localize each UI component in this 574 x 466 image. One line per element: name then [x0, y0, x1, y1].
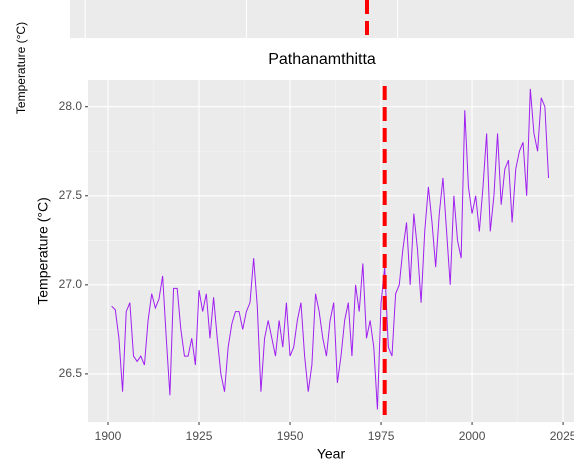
top-panel: [70, 0, 574, 38]
chart-title: Pathanamthitta: [268, 51, 376, 68]
x-axis-title: Year: [317, 446, 346, 462]
plot-panel: [88, 80, 574, 422]
x-tick-label: 1925: [186, 429, 213, 443]
top-y-label: Temperature (°C): [14, 22, 28, 114]
x-tick-label: 2025: [550, 429, 574, 443]
data-line: [111, 88, 550, 410]
x-tick-label: 1900: [95, 429, 122, 443]
y-tick-label: 27.5: [59, 188, 83, 202]
y-tick-label: 28.0: [59, 99, 83, 113]
y-axis-title: Temperature (°C): [35, 197, 51, 305]
x-tick-label: 2000: [459, 429, 486, 443]
x-tick-label: 1975: [368, 429, 395, 443]
y-tick-label: 26.5: [59, 366, 83, 380]
y-tick-label: 27.0: [59, 277, 83, 291]
x-tick-label: 1950: [277, 429, 304, 443]
